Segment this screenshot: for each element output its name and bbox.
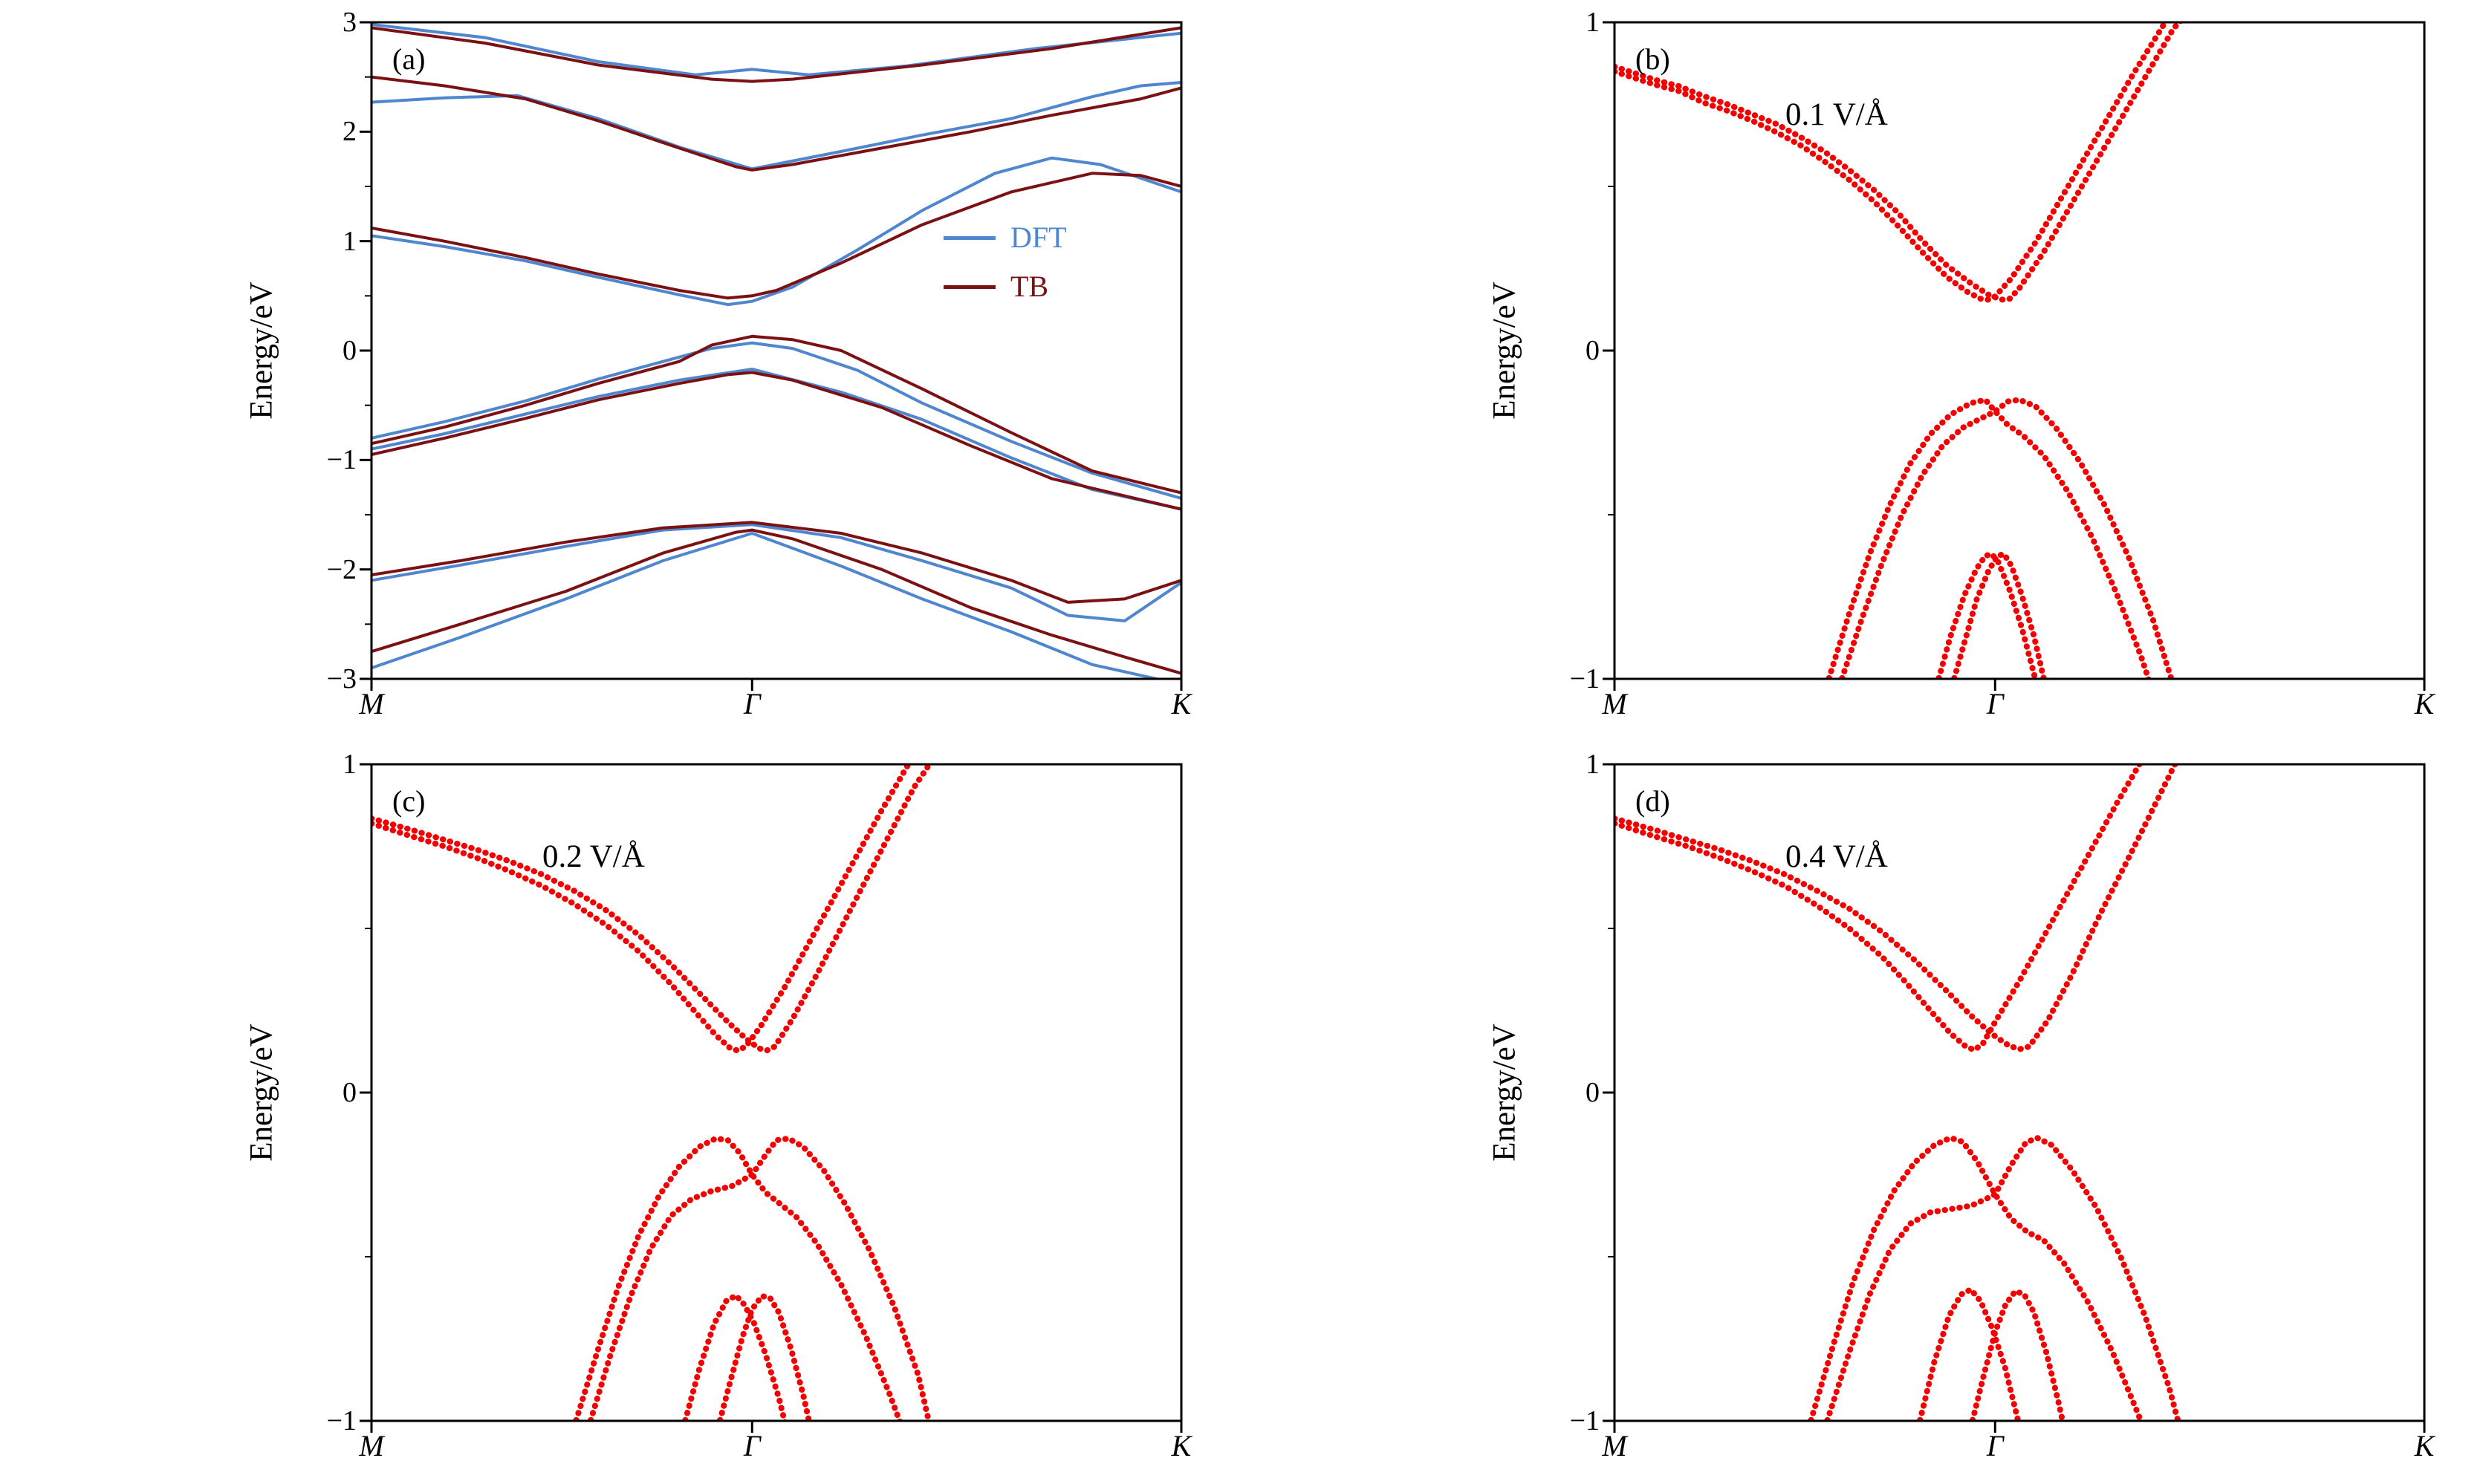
series-tb-5 xyxy=(371,371,1181,511)
series-val-inner-1 xyxy=(1916,1286,2022,1421)
axis-ticks xyxy=(360,21,1183,691)
series-val-inner-1 xyxy=(681,1292,788,1421)
panel-b: Energy/eV (b) 0.1 V/Å 1 0 −1 M Γ K xyxy=(1243,0,2486,742)
panel-d-plot xyxy=(1603,763,2426,1433)
band-series-group xyxy=(1614,22,2184,679)
series-tb-6 xyxy=(371,521,1181,604)
x-tick-label: M xyxy=(1602,687,1627,720)
panel-c-plot xyxy=(360,763,1183,1433)
axes-frame xyxy=(370,21,1183,680)
series-cond-2 xyxy=(1614,764,2178,1052)
x-tick-label: Γ xyxy=(743,1429,761,1462)
legend-line-dft xyxy=(944,235,996,240)
legend: DFT TB xyxy=(944,223,1067,302)
series-tb-2 xyxy=(371,75,1181,172)
series-dft-4 xyxy=(371,341,1181,500)
x-tick-label: K xyxy=(2414,1429,2435,1462)
series-dft-1 xyxy=(371,22,1181,77)
y-tick-label: 0 xyxy=(343,335,357,366)
x-tick-label: K xyxy=(1171,687,1192,720)
x-tick-label: M xyxy=(1602,1429,1627,1462)
y-tick-label: −3 xyxy=(326,663,357,694)
y-axis-label: Energy/eV xyxy=(1487,281,1522,420)
series-val-inner-1 xyxy=(1935,551,2039,679)
band-series-group xyxy=(371,764,933,1421)
series-val-outer-1 xyxy=(1808,1135,2144,1421)
legend-row-tb: TB xyxy=(944,272,1067,302)
series-dft-7 xyxy=(371,532,1164,679)
series-cond-2 xyxy=(371,764,933,1054)
x-tick-label: M xyxy=(359,1429,384,1462)
y-tick-label: 1 xyxy=(343,225,357,257)
x-tick-label: Γ xyxy=(1986,687,2004,720)
y-tick-label: 0 xyxy=(1586,1077,1600,1108)
y-tick-label: −1 xyxy=(1569,663,1600,694)
x-tick-label: M xyxy=(359,687,384,720)
series-tb-3 xyxy=(371,172,1181,300)
series-dft-6 xyxy=(371,523,1181,622)
y-tick-label: 1 xyxy=(1586,7,1600,38)
axis-ticks xyxy=(1603,763,2426,1433)
panel-label-c: (c) xyxy=(392,784,426,818)
y-tick-label: −2 xyxy=(326,553,357,585)
electric-field-label: 0.2 V/Å xyxy=(542,839,645,874)
electric-field-label: 0.1 V/Å xyxy=(1785,97,1888,132)
panel-a-plot xyxy=(360,21,1183,691)
y-tick-label: −1 xyxy=(326,1405,357,1436)
axes-frame xyxy=(1613,21,2426,680)
axis-ticks xyxy=(1603,21,2426,691)
series-dft-5 xyxy=(371,368,1181,511)
panel-b-plot xyxy=(1603,21,2426,691)
series-cond-1 xyxy=(1614,22,2169,303)
y-axis-label: Energy/eV xyxy=(244,281,279,420)
y-tick-label: −1 xyxy=(326,444,357,476)
electric-field-label: 0.4 V/Å xyxy=(1785,839,1888,874)
series-val-inner-2 xyxy=(1969,1288,2066,1421)
legend-label-tb: TB xyxy=(1010,270,1049,303)
series-val-outer-2 xyxy=(1838,397,2175,679)
band-series-group xyxy=(1614,764,2181,1421)
y-axis-label: Energy/eV xyxy=(1487,1023,1522,1162)
series-val-outer-1 xyxy=(573,1135,903,1421)
series-val-outer-2 xyxy=(1824,1135,2181,1421)
band-series-group xyxy=(371,22,1181,679)
x-tick-label: Γ xyxy=(1986,1429,2004,1462)
y-tick-label: 1 xyxy=(1586,749,1600,780)
series-tb-1 xyxy=(371,26,1181,83)
y-tick-label: −1 xyxy=(1569,1405,1600,1436)
x-tick-label: K xyxy=(2414,687,2435,720)
panel-label-b: (b) xyxy=(1635,42,1670,76)
panel-c: Energy/eV (c) 0.2 V/Å 1 0 −1 M Γ K xyxy=(0,742,1243,1484)
panel-label-a: (a) xyxy=(392,42,426,76)
y-tick-label: 0 xyxy=(1586,335,1600,366)
series-val-inner-2 xyxy=(716,1293,812,1421)
y-axis-label: Energy/eV xyxy=(244,1023,279,1162)
series-cond-1 xyxy=(371,764,912,1054)
axis-ticks xyxy=(360,763,1183,1433)
legend-label-dft: DFT xyxy=(1010,221,1067,254)
y-tick-label: 3 xyxy=(343,7,357,38)
series-tb-4 xyxy=(371,334,1181,495)
series-cond-1 xyxy=(1614,764,2143,1053)
series-tb-7 xyxy=(371,528,1181,675)
series-val-outer-1 xyxy=(1825,397,2152,679)
series-dft-2 xyxy=(371,81,1181,171)
panel-d: Energy/eV (d) 0.4 V/Å 1 0 −1 M Γ K xyxy=(1243,742,2486,1484)
series-val-inner-2 xyxy=(1950,551,2047,679)
panel-a: Energy/eV (a) DFT TB 3 2 1 0 −1 −2 −3 M Γ K xyxy=(0,0,1243,742)
x-tick-label: Γ xyxy=(743,687,761,720)
legend-line-tb xyxy=(944,284,996,289)
series-cond-2 xyxy=(1614,22,2184,303)
series-dft-3 xyxy=(371,156,1181,307)
y-tick-label: 1 xyxy=(343,749,357,780)
y-tick-label: 0 xyxy=(343,1077,357,1108)
panel-label-d: (d) xyxy=(1635,784,1670,818)
legend-row-dft: DFT xyxy=(944,223,1067,253)
y-tick-label: 2 xyxy=(343,116,357,148)
series-val-outer-2 xyxy=(587,1135,932,1421)
x-tick-label: K xyxy=(1171,1429,1192,1462)
